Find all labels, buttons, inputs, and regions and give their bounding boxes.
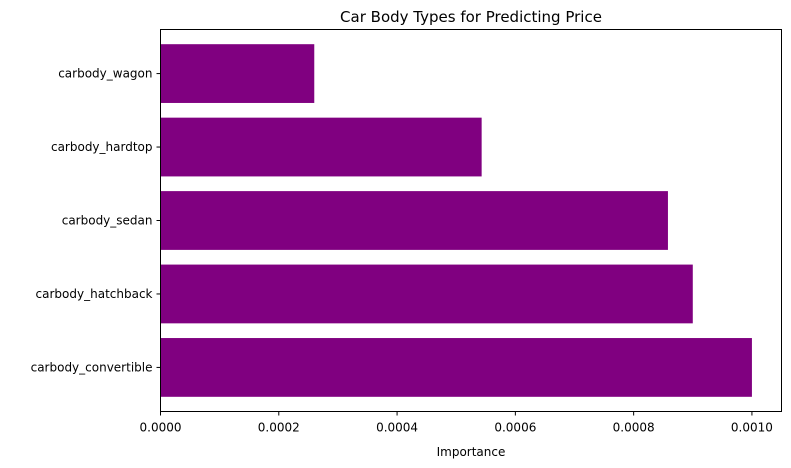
y-axis: carbody_convertible carbody_hatchback carb… xyxy=(31,67,161,374)
bars-group xyxy=(160,44,752,397)
bar-carbody-hatchback xyxy=(160,264,693,324)
x-tick-label: 0.0006 xyxy=(494,421,536,435)
x-axis-label: Importance xyxy=(437,445,506,459)
x-tick-label: 0.0000 xyxy=(140,421,182,435)
bar-carbody-wagon xyxy=(160,44,315,103)
y-tick-label: carbody_hatchback xyxy=(36,287,153,301)
bar-carbody-convertible xyxy=(160,338,752,397)
y-tick-label: carbody_convertible xyxy=(31,360,153,374)
y-tick-label: carbody_wagon xyxy=(58,67,152,81)
bar-carbody-hardtop xyxy=(160,117,482,177)
bar-carbody-sedan xyxy=(160,191,668,250)
x-axis: 0.0000 0.0002 0.0004 0.0006 0.0008 0.0010 xyxy=(140,411,773,435)
x-tick-label: 0.0008 xyxy=(613,421,655,435)
chart-title: Car Body Types for Predicting Price xyxy=(340,8,602,26)
x-tick-label: 0.0004 xyxy=(376,421,418,435)
x-tick-label: 0.0010 xyxy=(731,421,773,435)
y-tick-label: carbody_hardtop xyxy=(51,140,153,154)
x-tick-label: 0.0002 xyxy=(258,421,300,435)
y-tick-label: carbody_sedan xyxy=(62,214,153,228)
